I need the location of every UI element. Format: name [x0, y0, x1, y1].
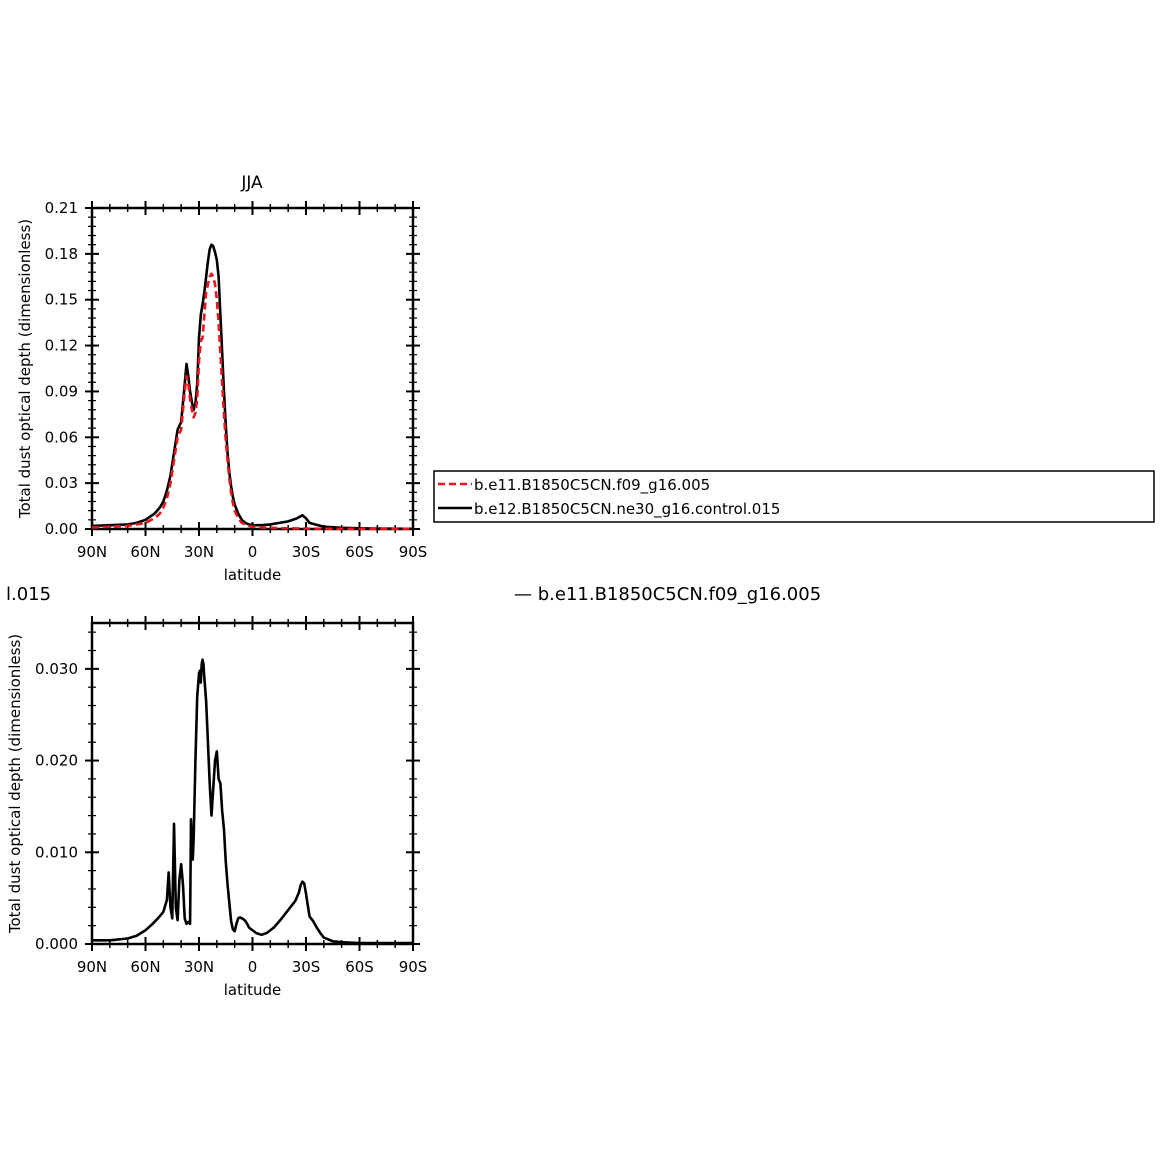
series-line-1: [92, 658, 413, 945]
x-axis-label: latitude: [224, 981, 282, 999]
plot-area: 90N 60N 30N 0 30S 60S 90Slatitude0.000.030.060…: [16, 199, 427, 584]
overlapping-title-fragment-left: l.015: [6, 584, 51, 605]
y-tick-label: 0.06: [45, 428, 78, 446]
legend: b.e11.B1850C5CN.f09_g16.005 b.e12.B1850C…: [433, 470, 1155, 523]
overlay-text: l.015 — b.e11.B1850C5CN.f09_g16.005: [6, 584, 821, 605]
chart-title: JJA: [240, 173, 263, 193]
x-tick-label: 30S: [292, 958, 321, 976]
series-group: [91, 243, 414, 531]
overlapping-title-fragment-right: — b.e11.B1850C5CN.f09_g16.005: [514, 584, 821, 605]
x-tick-label: 90S: [399, 543, 428, 561]
legend-box: [433, 470, 1155, 523]
y-axis-label: Total dust optical depth (dimensionless): [16, 219, 34, 519]
x-tick-label: 90N: [77, 543, 107, 561]
x-tick-label: 30S: [292, 543, 321, 561]
legend-label-series-1: b.e11.B1850C5CN.f09_g16.005: [474, 476, 710, 495]
y-axis: 0.000 0.010 0.020 0.030 Total dust optical d…: [6, 631, 420, 953]
y-tick-label: 0.000: [35, 935, 78, 953]
chart-jja: JJA 90N 60N 30N 0 30S 60S 90Slatitude0.000.030…: [16, 173, 1155, 584]
y-axis-label: Total dust optical depth (dimensionless): [6, 634, 24, 934]
x-tick-label: 60N: [130, 958, 160, 976]
x-tick-label: 0: [248, 958, 258, 976]
y-tick-label: 0.21: [45, 199, 78, 217]
x-tick-label: 90S: [399, 958, 428, 976]
x-tick-label: 60S: [345, 958, 374, 976]
plot-frame: [90, 621, 415, 946]
x-tick-label: 60S: [345, 543, 374, 561]
plot-area: 90N 60N 30N 0 30S 60S 90Slatitude0.0000.0100.0…: [6, 616, 427, 999]
x-tick-label: 30N: [184, 543, 214, 561]
plot-frame: [90, 206, 415, 531]
y-axis: 0.00 0.03 0.06 0.09 0.12 0.15 0.18 0.21 Total du…: [16, 199, 420, 538]
x-axis: 90N 60N 30N 0 30S 60S 90S latitude: [77, 616, 427, 999]
x-tick-label: 0: [248, 543, 258, 561]
y-tick-label: 0.12: [45, 337, 78, 355]
x-tick-label: 60N: [130, 543, 160, 561]
x-axis-label: latitude: [224, 566, 282, 584]
y-tick-label: 0.020: [35, 752, 78, 770]
y-tick-label: 0.09: [45, 382, 78, 400]
y-tick-label: 0.18: [45, 245, 78, 263]
chart-second: 90N 60N 30N 0 30S 60S 90Slatitude0.0000.0100.0…: [6, 616, 427, 999]
x-tick-label: 30N: [184, 958, 214, 976]
y-tick-label: 0.010: [35, 843, 78, 861]
y-tick-label: 0.030: [35, 660, 78, 678]
legend-label-series-2: b.e12.B1850C5CN.ne30_g16.control.015: [474, 500, 780, 519]
series-line-2: [91, 243, 414, 531]
y-tick-label: 0.03: [45, 474, 78, 492]
series-line-1: [91, 272, 413, 531]
x-tick-label: 90N: [77, 958, 107, 976]
y-tick-label: 0.15: [45, 291, 78, 309]
series-group: [92, 658, 413, 945]
y-tick-label: 0.00: [45, 520, 78, 538]
